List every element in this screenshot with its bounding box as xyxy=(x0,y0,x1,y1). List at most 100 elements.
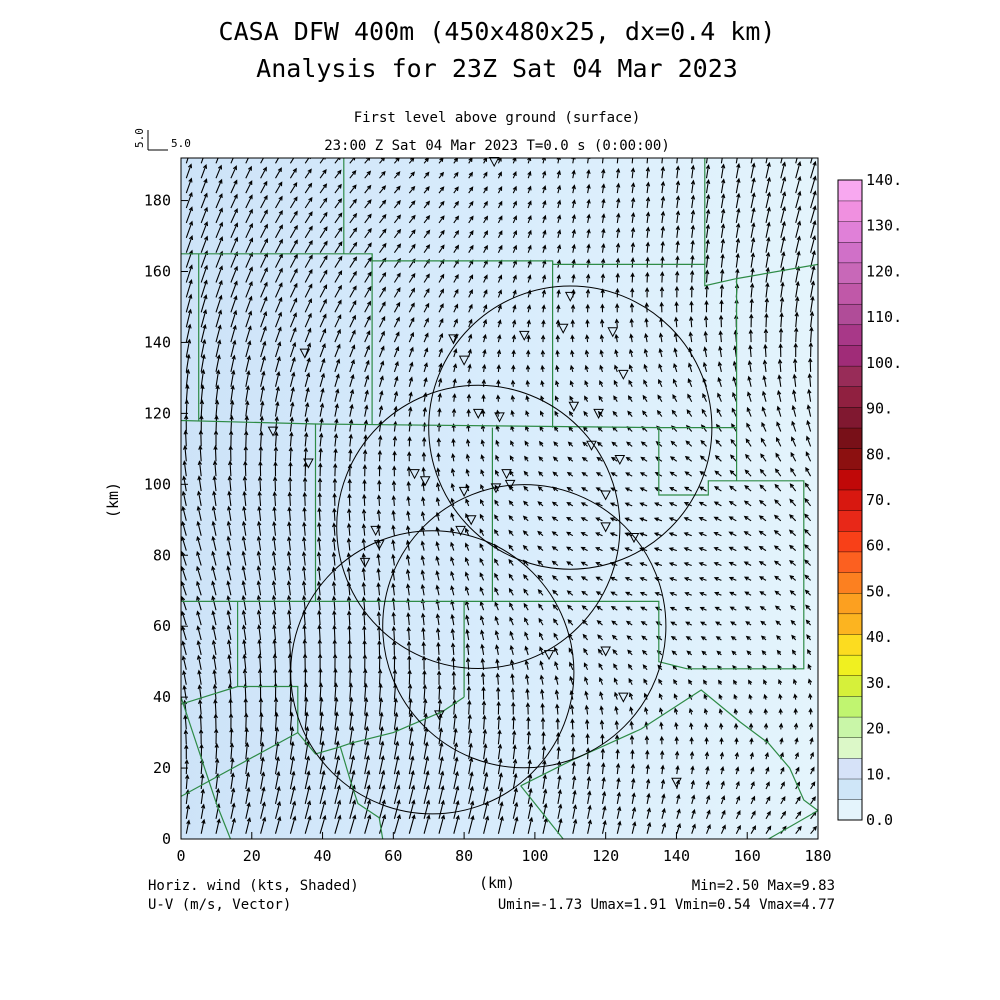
wind-vector xyxy=(348,433,353,447)
wind-vector xyxy=(566,486,574,492)
wind-vector xyxy=(302,624,307,641)
wind-vector xyxy=(595,517,603,522)
wind-vector xyxy=(317,507,322,521)
colorbar-cell xyxy=(837,241,863,264)
wind-vector xyxy=(453,318,458,328)
wind-vector xyxy=(421,626,426,641)
wind-vector xyxy=(230,236,239,253)
wind-vector xyxy=(795,220,802,238)
wind-vector xyxy=(452,363,458,373)
wind-vector xyxy=(703,693,708,700)
wind-vector xyxy=(582,633,589,641)
wind-vector xyxy=(720,795,726,805)
wind-vector xyxy=(763,693,768,700)
wind-vector xyxy=(789,498,797,507)
wind-vector xyxy=(197,475,202,492)
wind-vector xyxy=(750,781,755,790)
wind-vector xyxy=(319,169,327,179)
wind-vector xyxy=(729,469,737,477)
wind-vector xyxy=(659,735,664,745)
wind-vector xyxy=(675,764,680,775)
wind-vector xyxy=(260,281,268,298)
station-marker xyxy=(600,522,611,533)
wind-vector xyxy=(720,163,726,179)
wind-vector xyxy=(393,346,400,358)
wind-vector xyxy=(653,517,663,522)
wind-vector xyxy=(483,186,488,194)
wind-vector xyxy=(257,490,262,506)
wind-vector xyxy=(304,327,312,343)
wind-vector xyxy=(349,158,356,164)
wind-vector xyxy=(684,471,693,477)
wind-vector xyxy=(698,547,707,552)
wind-vector xyxy=(480,454,485,462)
wind-vector xyxy=(453,742,459,760)
wind-vector xyxy=(794,751,799,760)
wind-vector xyxy=(776,436,782,447)
wind-vector xyxy=(245,180,253,194)
wind-vector xyxy=(773,514,782,522)
wind-vector xyxy=(639,487,648,492)
wind-vector xyxy=(717,392,722,402)
wind-vector xyxy=(614,333,619,343)
wind-vector xyxy=(673,362,678,373)
wind-vector xyxy=(497,319,502,328)
wind-vector xyxy=(260,310,268,328)
colorbar-label: 50. xyxy=(866,582,893,600)
wind-vector xyxy=(758,561,767,566)
wind-vector xyxy=(185,220,194,238)
wind-vector xyxy=(705,780,710,790)
wind-vector xyxy=(200,163,208,179)
colorbar-cell xyxy=(837,406,863,429)
wind-vector xyxy=(215,221,224,239)
wind-vector xyxy=(497,772,503,790)
wind-vector xyxy=(423,186,430,194)
wind-vector xyxy=(348,696,354,715)
wind-vector xyxy=(438,770,445,790)
wind-vector xyxy=(260,756,265,775)
wind-vector xyxy=(334,226,343,239)
wind-vector xyxy=(683,547,692,552)
wind-vector xyxy=(688,707,694,715)
wind-vector xyxy=(718,314,724,328)
wind-vector xyxy=(304,211,313,224)
wind-vector xyxy=(181,610,187,626)
wind-vector xyxy=(494,601,499,611)
wind-vector xyxy=(226,550,232,566)
wind-vector xyxy=(599,364,604,373)
wind-vector xyxy=(685,621,692,626)
wind-vector xyxy=(720,193,726,209)
wind-vector xyxy=(438,244,445,254)
wind-vector xyxy=(805,619,812,626)
wind-vector xyxy=(364,271,372,283)
wind-vector xyxy=(349,184,357,194)
wind-vector xyxy=(377,479,382,492)
wind-vector xyxy=(745,453,752,462)
wind-vector xyxy=(408,331,415,343)
wind-vector xyxy=(393,769,401,790)
wind-vector xyxy=(719,283,725,298)
wind-vector xyxy=(256,580,262,596)
reference-vector-h-label: 5.0 xyxy=(171,137,191,150)
wind-vector xyxy=(718,345,723,358)
wind-vector xyxy=(378,360,385,373)
wind-vector xyxy=(408,302,415,313)
wind-vector xyxy=(495,672,500,685)
wind-vector xyxy=(302,638,307,655)
wind-vector xyxy=(349,403,354,417)
wind-vector xyxy=(734,737,739,745)
wind-vector xyxy=(229,399,235,417)
wind-vector xyxy=(334,755,341,775)
wind-vector xyxy=(346,610,352,626)
wind-vector xyxy=(497,171,502,179)
wind-vector xyxy=(349,814,357,834)
wind-vector xyxy=(773,530,782,537)
wind-vector xyxy=(683,577,692,582)
wind-vector xyxy=(334,725,340,745)
wind-vector xyxy=(230,354,236,373)
wind-vector xyxy=(567,618,574,626)
wind-vector xyxy=(257,668,263,685)
wind-vector xyxy=(729,454,737,462)
wind-vector xyxy=(705,164,711,179)
wind-vector xyxy=(214,742,219,760)
